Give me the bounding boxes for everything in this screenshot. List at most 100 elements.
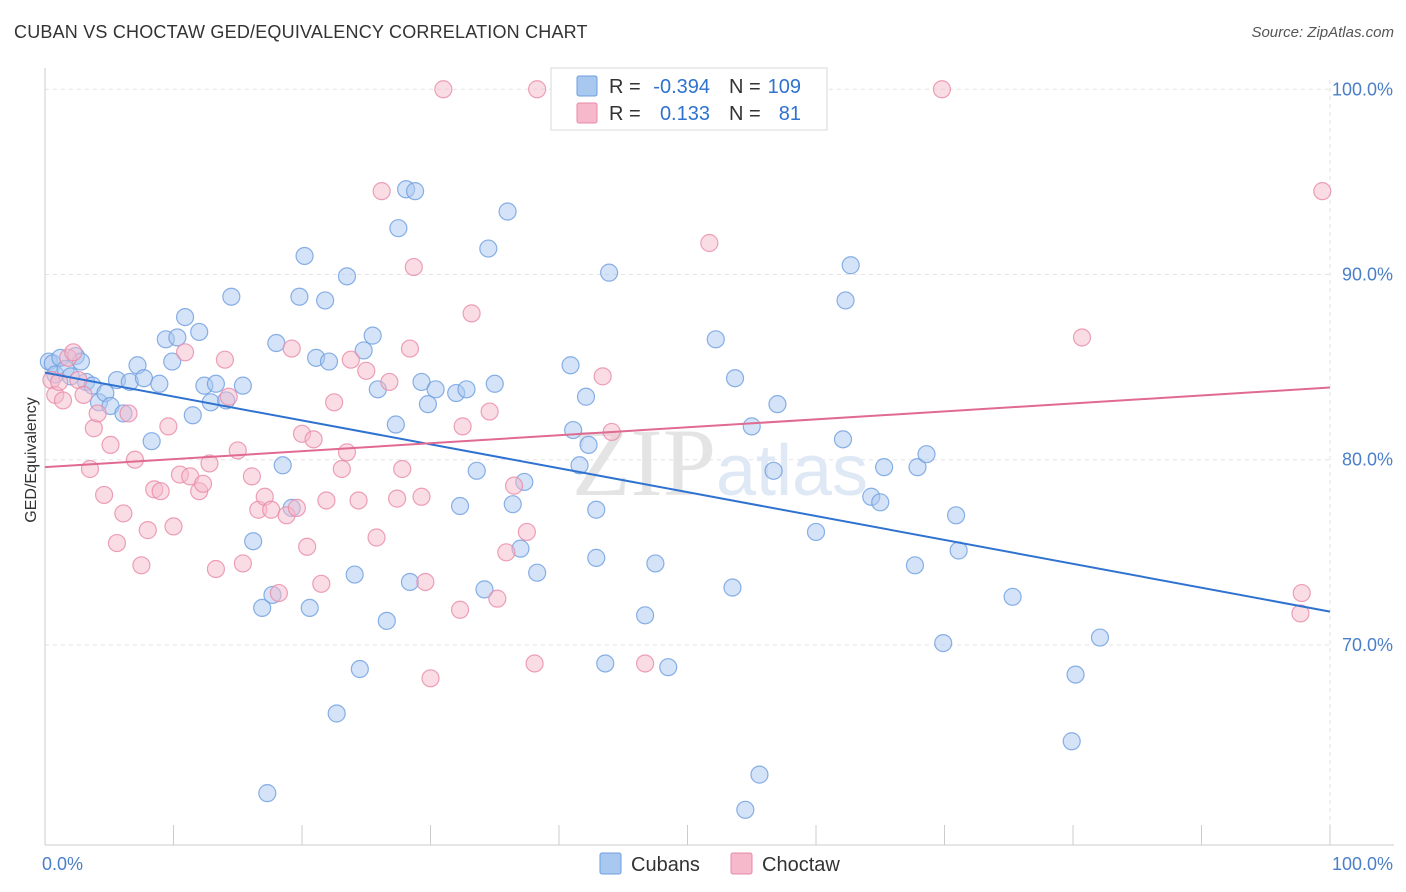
choctaw-point xyxy=(932,80,952,99)
cubans-point xyxy=(917,445,936,464)
choctaw-point xyxy=(400,339,420,358)
cubans-point xyxy=(389,219,408,238)
cubans-point xyxy=(150,374,169,393)
choctaw-n-label: N = xyxy=(729,103,761,125)
cubans-point xyxy=(528,563,547,582)
cubans-point xyxy=(723,578,742,597)
choctaw-r-label: R = xyxy=(609,103,641,125)
choctaw-point xyxy=(367,528,386,547)
cubans-point xyxy=(587,548,606,567)
trend-lines xyxy=(44,371,1331,613)
choctaw-point xyxy=(262,500,281,519)
cubans-point xyxy=(934,633,953,653)
cubans-point xyxy=(576,387,596,406)
choctaw-point xyxy=(159,417,178,436)
cubans-point xyxy=(450,496,470,516)
cubans-point xyxy=(267,333,286,353)
choctaw-point xyxy=(304,430,323,449)
cubans-point xyxy=(222,287,241,306)
choctaw-point xyxy=(151,482,170,501)
cubans-point xyxy=(871,493,890,512)
cubans-point xyxy=(485,374,504,393)
cubans-point xyxy=(467,461,486,480)
cubans-point xyxy=(295,246,314,266)
cubans-point xyxy=(418,395,438,414)
y-tick-label: 90.0% xyxy=(1342,264,1393,284)
cubans-point xyxy=(875,458,894,477)
cubans-point xyxy=(579,435,598,455)
choctaw-stats-swatch xyxy=(576,102,598,124)
choctaw-point xyxy=(372,182,391,201)
cubans-point xyxy=(168,328,187,347)
cubans-point xyxy=(206,374,226,393)
cubans-point xyxy=(946,506,966,525)
stats-legend: R = -0.394 N = 109 R = 0.133 N = 81 xyxy=(550,67,828,131)
choctaw-point xyxy=(164,517,183,536)
choctaw-points xyxy=(42,80,1332,688)
cubans-point xyxy=(706,330,725,349)
legend-swatch-choctaw xyxy=(730,852,753,875)
cubans-point xyxy=(1062,732,1081,751)
cubans-point xyxy=(175,307,195,327)
cubans-point xyxy=(244,532,263,551)
choctaw-point xyxy=(404,257,423,277)
cubans-point xyxy=(190,322,209,342)
choctaw-point xyxy=(125,450,145,469)
choctaw-point xyxy=(504,476,524,495)
cubans-point xyxy=(570,456,589,475)
y-tick-label: 80.0% xyxy=(1342,450,1393,470)
choctaw-point xyxy=(462,304,481,323)
choctaw-point xyxy=(528,80,547,99)
choctaw-point xyxy=(119,404,138,423)
x-tick-labels: 0.0% 100.0% xyxy=(42,854,1393,874)
choctaw-point xyxy=(412,487,431,506)
cubans-point xyxy=(405,182,425,201)
choctaw-point xyxy=(114,504,133,523)
choctaw-point xyxy=(497,543,516,562)
x-tick-label: 100.0% xyxy=(1332,854,1393,874)
cubans-r-label: R = xyxy=(609,76,641,98)
cubans-point xyxy=(319,352,339,371)
cubans-point xyxy=(142,432,161,451)
choctaw-point xyxy=(101,435,120,455)
choctaw-point xyxy=(84,419,103,438)
cubans-point xyxy=(475,580,494,599)
cubans-point xyxy=(183,406,202,425)
choctaw-point xyxy=(64,343,83,362)
cubans-point xyxy=(587,500,606,519)
choctaw-point xyxy=(233,554,252,573)
cubans-stats-swatch xyxy=(576,75,598,97)
choctaw-point xyxy=(200,454,219,473)
cubans-point xyxy=(725,369,745,388)
cubans-point xyxy=(363,326,382,345)
cubans-point xyxy=(750,765,769,784)
cubans-point xyxy=(345,565,364,584)
source-label: Source: ZipAtlas.com xyxy=(1251,24,1394,41)
cubans-point xyxy=(1066,665,1085,684)
choctaw-point xyxy=(132,556,151,575)
axes xyxy=(44,68,1394,846)
cubans-point xyxy=(134,369,154,388)
cubans-point xyxy=(596,654,615,673)
choctaw-r-value: 0.133 xyxy=(660,103,710,125)
x-tick-label: 0.0% xyxy=(42,854,83,874)
cubans-point xyxy=(337,267,357,286)
choctaw-n-value: 81 xyxy=(779,103,801,125)
choctaw-point xyxy=(349,491,368,510)
choctaw-point xyxy=(593,367,612,386)
cubans-n-label: N = xyxy=(729,76,761,98)
cubans-point xyxy=(290,287,309,306)
choctaw-point xyxy=(1291,604,1310,623)
choctaw-point xyxy=(635,654,655,673)
cubans-point xyxy=(742,417,761,436)
choctaw-point xyxy=(95,485,114,505)
y-tick-labels: 70.0% 80.0% 90.0% 100.0% xyxy=(1332,79,1393,655)
cubans-n-value: 109 xyxy=(768,76,801,98)
choctaw-point xyxy=(215,350,234,369)
cubans-point xyxy=(764,461,783,480)
cubans-point xyxy=(908,458,927,477)
cubans-point xyxy=(833,430,853,449)
choctaw-point xyxy=(50,372,69,392)
choctaw-point xyxy=(206,559,226,579)
